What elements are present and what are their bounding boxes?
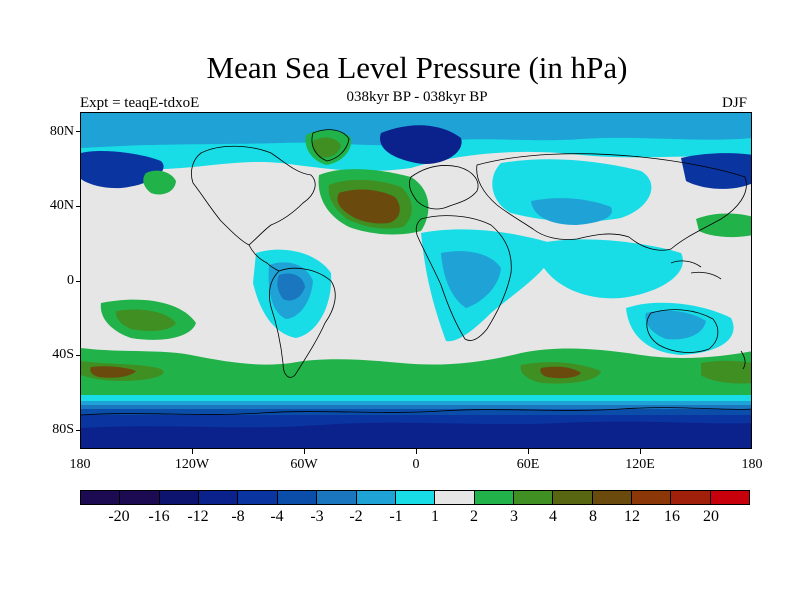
map-panel: [80, 112, 752, 449]
greenland-high-core: [312, 137, 341, 158]
colorbar-box: [435, 491, 475, 504]
antarctic-deep: [81, 421, 751, 448]
central-america-coast: [248, 244, 280, 272]
antarctic-band-3: [81, 405, 751, 410]
lon-label-120e: 120E: [625, 457, 655, 472]
indian-ocean-light-neg: [541, 239, 683, 299]
antarctic-light-band: [81, 395, 751, 403]
colorbar-label: -20: [108, 508, 130, 525]
lat-label-40n: 40N: [49, 198, 74, 213]
lon-label-120w: 120W: [174, 457, 210, 472]
colorbar-box: [277, 491, 318, 504]
pressure-anomaly-map: [81, 113, 751, 448]
australia-coast: [646, 309, 719, 353]
southern-ring-core-east: [540, 366, 581, 379]
colorbar-label: -4: [270, 508, 284, 525]
colorbar-box: [199, 491, 239, 504]
lon-tick: [640, 449, 641, 454]
colorbar-box: [81, 491, 121, 504]
colorbar-box: [592, 491, 633, 504]
lon-tick: [304, 449, 305, 454]
lon-label-180w: 180: [69, 457, 91, 472]
southern-ring-outer: [81, 348, 751, 398]
lat-tick: [76, 206, 80, 207]
south-america-coast: [269, 267, 336, 378]
colorbar-label: 8: [589, 508, 597, 525]
asia-coast: [476, 153, 747, 251]
southern-ring-mid-far-east: [701, 360, 751, 384]
eurasia-mid-neg: [531, 198, 612, 225]
colorbar-label: -3: [310, 508, 324, 525]
colorbar-box: [356, 491, 396, 504]
west-pacific-high: [696, 213, 751, 238]
eurasia-light-neg: [492, 159, 652, 222]
lon-label-60w: 60W: [290, 457, 318, 472]
colorbar-label: -1: [389, 508, 403, 525]
antarctic-mid-band: [81, 401, 751, 406]
chart-title: Mean Sea Level Pressure (in hPa): [206, 50, 628, 85]
south-america-deep-neg: [277, 273, 305, 301]
colorbar-label: 3: [510, 508, 518, 525]
antarctica-coast: [81, 407, 751, 416]
colorbar-box: [317, 491, 357, 504]
colorbar-box: [632, 491, 672, 504]
lat-label-40s: 40S: [52, 347, 74, 362]
africa-mid-neg: [441, 251, 501, 308]
colorbar-box: [671, 491, 711, 504]
lat-label-80s: 80S: [52, 422, 74, 437]
africa-coast: [415, 215, 512, 341]
south-pacific-tongue-core: [115, 309, 176, 331]
greenland-coast: [311, 129, 350, 162]
colorbar-box: [513, 491, 554, 504]
chart-subtitle: 038kyr BP - 038kyr BP: [346, 89, 488, 105]
lon-label-60e: 60E: [516, 457, 540, 472]
lon-tick: [192, 449, 193, 454]
colorbar-label: 20: [703, 508, 719, 525]
lat-tick: [76, 131, 80, 132]
lat-label-80n: 80N: [49, 124, 74, 139]
colorbar-box: [120, 491, 160, 504]
colorbar-box: [159, 491, 200, 504]
pacific-high-small: [143, 170, 176, 195]
colorbar-label: -8: [231, 508, 245, 525]
colorbar-label: -16: [148, 508, 170, 525]
colorbar-box: [238, 491, 278, 504]
colorbar-box: [395, 491, 436, 504]
colorbar-label: 1: [431, 508, 439, 525]
lat-tick: [76, 281, 80, 282]
atlantic-high-core: [337, 189, 400, 224]
north-america-coast: [191, 145, 316, 246]
experiment-label: Expt = teaqE-tdxoE: [80, 95, 200, 111]
icelandic-low: [380, 125, 462, 164]
coastlines: [81, 129, 751, 416]
colorbar-box: [474, 491, 514, 504]
north-pacific-low: [81, 150, 164, 189]
season-label: DJF: [722, 95, 748, 111]
colorbar-label: 2: [470, 508, 478, 525]
colorbar-box: [553, 491, 593, 504]
lat-label-0: 0: [67, 273, 74, 288]
lon-tick: [416, 449, 417, 454]
colorbar-label: 4: [549, 508, 557, 525]
southern-ring-core: [90, 366, 136, 378]
colorbar-label: -2: [349, 508, 363, 525]
colorbar: [80, 490, 750, 505]
lat-tick: [76, 355, 80, 356]
colorbar-label: -12: [187, 508, 209, 525]
australia-mid-neg: [645, 310, 706, 340]
southeast-asia-islands: [670, 260, 722, 280]
lon-tick: [528, 449, 529, 454]
antarctic-band-4: [81, 409, 751, 416]
new-zealand-coast: [740, 350, 746, 370]
europe-coast: [409, 165, 479, 210]
lat-tick: [76, 430, 80, 431]
north-pacific-low-east: [681, 153, 751, 189]
colorbar-box: [710, 491, 750, 504]
lon-label-0: 0: [412, 457, 420, 472]
colorbar-label: 16: [664, 508, 680, 525]
colorbar-label: 12: [624, 508, 640, 525]
lon-label-180e: 180: [741, 457, 763, 472]
